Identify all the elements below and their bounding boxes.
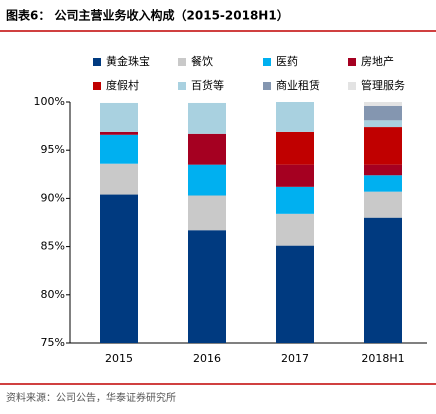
bar-segment: [364, 105, 402, 121]
bar-segment: [276, 102, 314, 132]
bar-segment: [100, 163, 138, 195]
bar-segment: [276, 186, 314, 214]
bar-segment: [188, 195, 226, 231]
bar-segment: [364, 120, 402, 128]
legend-label: 医药: [276, 55, 298, 68]
legend-label: 管理服务: [361, 78, 405, 92]
bar-segment: [364, 217, 402, 343]
bar-segment: [100, 102, 138, 132]
bar-segment: [188, 230, 226, 343]
y-tick-label: 75%: [41, 336, 65, 349]
x-tick-label: 2015: [105, 352, 133, 365]
legend-label: 商业租赁: [276, 78, 320, 92]
bar-segment: [100, 131, 138, 135]
bar-segment: [188, 164, 226, 196]
y-tick-label: 85%: [41, 240, 65, 253]
legend-swatch: [178, 82, 186, 90]
bar-segment: [188, 133, 226, 165]
legend-label: 房地产: [361, 54, 394, 68]
source-note: 资料来源：公司公告，华泰证券研究所: [6, 391, 176, 404]
legend-swatch: [348, 58, 356, 66]
x-tick-label: 2016: [193, 352, 221, 365]
legend-swatch: [263, 82, 271, 90]
bar-segment: [276, 164, 314, 187]
bar-segment: [364, 164, 402, 176]
bar-segment: [100, 194, 138, 343]
bar-segment: [364, 175, 402, 192]
y-tick-label: 80%: [41, 288, 65, 301]
x-tick-label: 2018H1: [361, 352, 404, 365]
y-tick-label: 95%: [41, 143, 65, 156]
y-tick-label: 100%: [34, 95, 65, 108]
legend-label: 餐饮: [191, 54, 213, 68]
bar-segment: [276, 131, 314, 165]
legend-swatch: [178, 58, 186, 66]
y-tick-label: 90%: [41, 191, 65, 204]
bar-segment: [364, 127, 402, 165]
legend-label: 黄金珠宝: [106, 54, 150, 68]
legend-label: 度假村: [106, 78, 139, 92]
bar-segment: [364, 102, 402, 106]
bar-segment: [364, 191, 402, 218]
legend-swatch: [93, 82, 101, 90]
legend-label: 百货等: [191, 78, 224, 92]
bar-segment: [276, 213, 314, 246]
bar-segment: [100, 134, 138, 164]
bar-segment: [188, 102, 226, 134]
chart-title: 图表6： 公司主营业务收入构成（2015-2018H1）: [6, 8, 289, 23]
x-tick-label: 2017: [281, 352, 309, 365]
legend-swatch: [263, 58, 271, 66]
legend-swatch: [93, 58, 101, 66]
legend-swatch: [348, 82, 356, 90]
bar-segment: [276, 245, 314, 343]
